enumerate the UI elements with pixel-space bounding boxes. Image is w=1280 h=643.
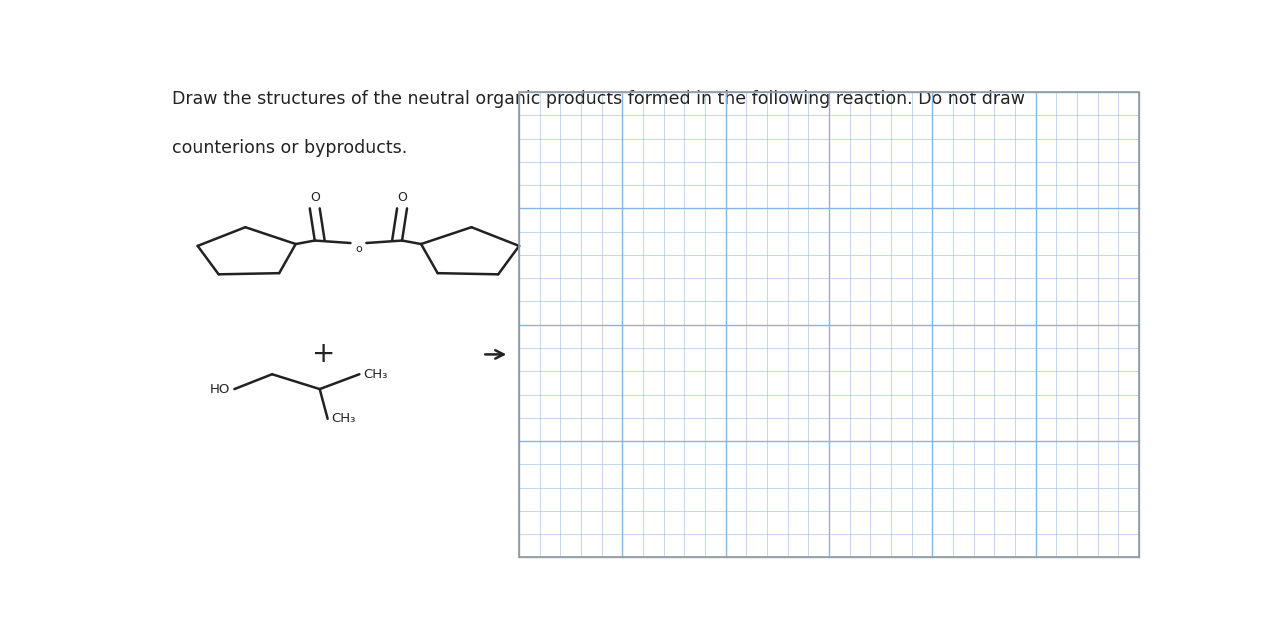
Text: O: O: [397, 191, 407, 204]
Text: CH₃: CH₃: [332, 412, 356, 425]
Bar: [520, 92, 1139, 557]
Text: +: +: [312, 340, 335, 368]
Text: o: o: [355, 244, 362, 254]
Text: counterions or byproducts.: counterions or byproducts.: [172, 139, 407, 157]
Text: Draw the structures of the neutral organic products formed in the following reac: Draw the structures of the neutral organ…: [172, 89, 1025, 107]
Text: O: O: [310, 191, 320, 204]
Text: CH₃: CH₃: [364, 368, 388, 381]
Bar: [520, 92, 1139, 557]
Text: HO: HO: [210, 383, 230, 395]
